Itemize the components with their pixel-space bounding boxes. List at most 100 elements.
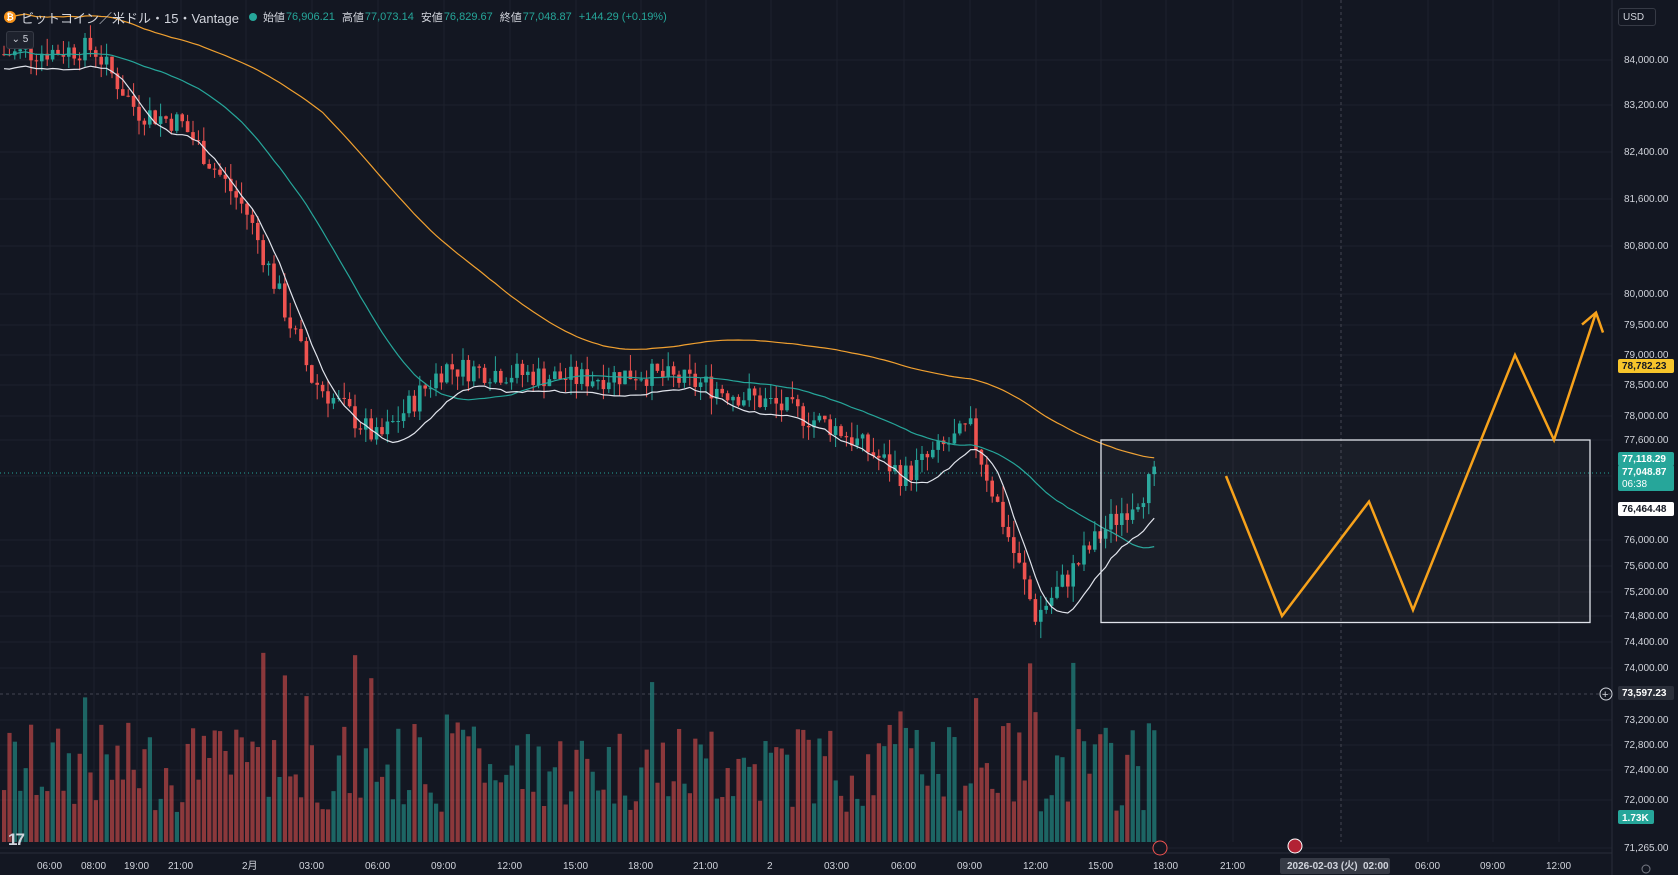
candle — [358, 422, 363, 435]
candle-body — [299, 328, 303, 342]
time-tick-label: 18:00 — [628, 861, 653, 872]
candle — [131, 83, 136, 116]
candle — [445, 362, 449, 384]
candle-body — [731, 396, 735, 401]
symbol-title[interactable]: ビットコイン／米ドル・15・Vantage — [21, 10, 239, 26]
volume-bar — [1060, 757, 1065, 842]
candle-body — [677, 374, 681, 383]
volume-bar — [336, 755, 341, 842]
candle — [310, 364, 314, 384]
candle — [1087, 541, 1092, 554]
candle — [661, 359, 665, 387]
candle-body — [455, 369, 460, 377]
volume-bar — [633, 801, 638, 842]
candle-body — [736, 396, 741, 406]
time-tick-label: 15:00 — [563, 861, 588, 872]
candle-body — [963, 423, 967, 425]
candle — [191, 120, 195, 146]
candle — [704, 364, 708, 394]
candle-body — [358, 428, 363, 430]
time-tick-label: 21:00 — [1220, 861, 1245, 872]
price-tick-label: 71,265.00 — [1624, 843, 1669, 854]
candle — [1136, 503, 1140, 512]
price-label-text: 77,118.29 — [1622, 454, 1666, 465]
volume-bar — [736, 758, 741, 842]
candle-body — [931, 449, 935, 458]
candle — [315, 374, 319, 400]
price-label: 77,118.29 — [1618, 452, 1674, 466]
volume-bar — [1033, 712, 1038, 842]
candle — [752, 386, 757, 411]
volume-bar — [709, 731, 714, 842]
volume-bar — [185, 743, 190, 842]
ma-long-line — [3, 13, 1155, 459]
forecast-zigzag — [1224, 312, 1598, 619]
candle-body — [995, 496, 1000, 502]
lightning-event-icon — [1152, 840, 1168, 856]
candle-body — [115, 73, 120, 90]
volume-bar — [714, 798, 719, 842]
candle — [277, 275, 282, 290]
price-label-box — [1618, 452, 1674, 466]
volume-bar — [844, 811, 849, 842]
volume-bar — [666, 796, 671, 842]
candle-body — [1060, 574, 1065, 587]
volume-bar — [223, 750, 228, 842]
volume-bar — [2, 790, 7, 842]
volume-bar — [126, 722, 131, 842]
time-tick-label: 09:00 — [1480, 861, 1505, 872]
candle-body — [256, 222, 260, 241]
candle-body — [180, 114, 184, 122]
candle — [283, 273, 287, 322]
candle — [806, 412, 811, 440]
volume-bar — [488, 764, 493, 842]
volume-bar — [1017, 732, 1022, 842]
candle — [104, 43, 109, 76]
candle — [245, 202, 249, 230]
candle-body — [558, 371, 562, 379]
volume-bar — [347, 793, 352, 842]
volume-bar — [893, 744, 898, 842]
candle — [553, 366, 557, 380]
candle — [423, 383, 427, 397]
volume-bar — [925, 785, 930, 842]
candle — [450, 353, 454, 385]
candle — [347, 392, 352, 408]
candle-body — [639, 379, 643, 381]
volume-bar — [266, 796, 271, 842]
candle — [979, 448, 984, 477]
volume-bar — [552, 767, 557, 842]
time-tick-label: 06:00 — [37, 861, 62, 872]
candle — [466, 355, 471, 392]
indicator-toggle-button[interactable]: ⌄ 5 — [6, 31, 34, 49]
candle-body — [67, 47, 71, 57]
candle — [742, 392, 746, 407]
volume-bar — [1006, 723, 1011, 842]
volume-bar — [342, 726, 347, 842]
candle-body — [142, 120, 147, 125]
candle — [320, 381, 325, 398]
time-tick-label: 06:00 — [365, 861, 390, 872]
candle — [304, 337, 309, 372]
volume-bar — [698, 744, 703, 842]
volume-bar — [77, 753, 82, 842]
volume-bar — [417, 737, 422, 842]
volume-bar — [741, 757, 746, 842]
volume-bar — [876, 743, 881, 842]
candle — [526, 364, 530, 383]
volume-bar — [434, 803, 439, 842]
candle — [558, 362, 562, 380]
candle-body — [88, 37, 93, 51]
currency-selector[interactable]: USD — [1618, 8, 1656, 26]
volume-bar — [1071, 662, 1076, 842]
candle-body — [909, 465, 913, 481]
candle — [477, 364, 481, 379]
bitcoin-icon: ₿ — [4, 11, 16, 23]
candle-body — [612, 372, 616, 383]
volume-bar — [272, 740, 277, 842]
volume-bar — [671, 781, 676, 842]
candle — [202, 127, 206, 166]
candle-body — [839, 426, 843, 437]
volume-bar — [1001, 726, 1006, 842]
